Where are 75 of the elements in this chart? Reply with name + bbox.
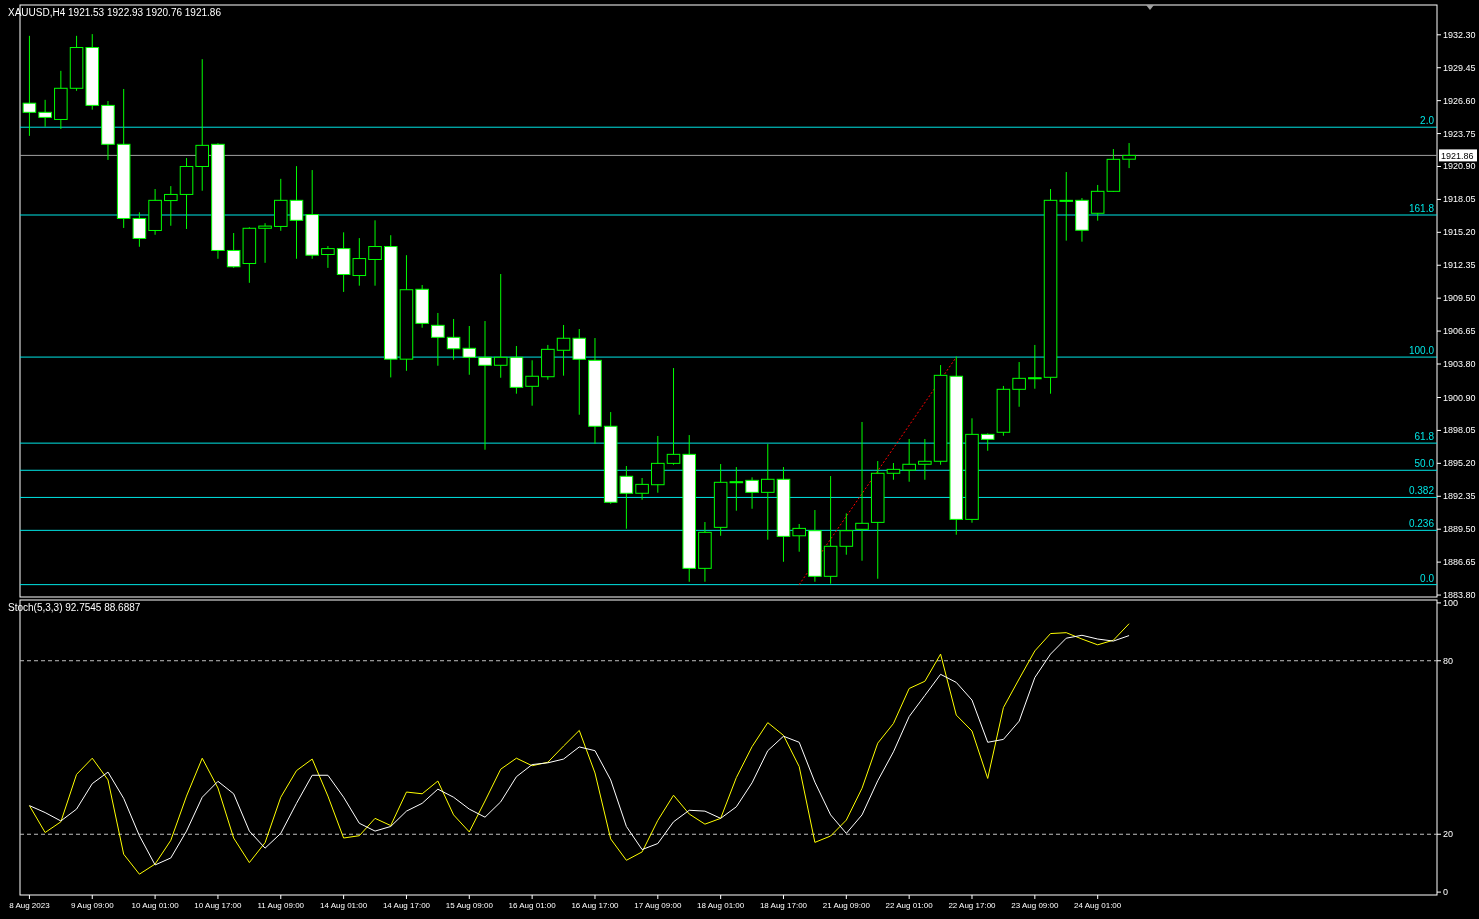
candlestick	[666, 367, 681, 466]
candlestick	[321, 245, 335, 269]
x-tick-label: 18 Aug 17:00	[759, 901, 808, 910]
candlestick	[1012, 361, 1026, 408]
x-tick-label: 16 Aug 17:00	[571, 901, 620, 910]
x-tick-label: 18 Aug 01:00	[697, 901, 745, 910]
candlestick	[38, 99, 52, 128]
candlestick	[258, 222, 272, 264]
y-tick-label: 1926.60	[1443, 95, 1476, 106]
y-tick-label: 1886.65	[1443, 557, 1476, 568]
y-tick-label: 1915.20	[1443, 227, 1476, 238]
candlestick	[902, 438, 916, 483]
annotation: 0.382	[1408, 485, 1435, 497]
ref-line-label: 1921.86	[1441, 151, 1474, 162]
candlestick	[745, 476, 759, 510]
annotation: 100.0	[1408, 345, 1435, 357]
candlestick	[855, 421, 869, 562]
candlestick	[572, 328, 587, 416]
y-tick-label: 1892.35	[1443, 491, 1476, 502]
candlestick	[22, 35, 37, 137]
y-tick-label: 1898.05	[1443, 425, 1476, 436]
annotation: 50.0	[1414, 458, 1435, 470]
annotation: 61.8	[1414, 431, 1435, 443]
x-tick-label: 10 Aug 01:00	[131, 901, 180, 910]
y-tick-label: 80	[1443, 655, 1454, 666]
candlestick	[760, 443, 775, 541]
candlestick	[556, 324, 571, 377]
x-tick-label: 9 Aug 09:00	[70, 901, 115, 910]
x-tick-label: 24 Aug 01:00	[1074, 901, 1122, 910]
x-tick-label: 16 Aug 01:00	[508, 901, 557, 910]
chart-title: XAUUSD,H4 1921.53 1922.93 1920.76 1921.86	[8, 7, 222, 18]
annotation: 2.0	[1420, 115, 1435, 127]
chart-title: Stoch(5,3,3) 92.7545 88.6887	[8, 602, 141, 613]
y-tick-label: 1932.30	[1443, 29, 1476, 40]
x-tick-label: 22 Aug 17:00	[948, 901, 997, 910]
candlestick	[1122, 142, 1136, 169]
y-tick-label: 1923.75	[1443, 128, 1476, 139]
candlestick	[431, 312, 445, 367]
x-tick-label: 21 Aug 09:00	[822, 901, 871, 910]
candlestick	[918, 438, 932, 481]
candlestick	[525, 359, 539, 407]
y-tick-label: 1906.65	[1443, 326, 1476, 337]
y-tick-label: 1918.05	[1443, 194, 1476, 205]
y-tick-label: 1920.90	[1443, 161, 1476, 172]
x-tick-label: 11 Aug 09:00	[257, 901, 305, 910]
y-tick-label: 1909.50	[1443, 293, 1476, 304]
y-tick-label: 20	[1443, 829, 1454, 840]
annotation: 0.0	[1420, 572, 1435, 584]
y-tick-label: 1889.50	[1443, 524, 1476, 535]
x-tick-label: 14 Aug 01:00	[320, 901, 368, 910]
candlestick	[478, 320, 492, 451]
y-tick-label: 0	[1443, 887, 1449, 898]
x-tick-label: 22 Aug 01:00	[885, 901, 934, 910]
x-tick-label: 15 Aug 09:00	[445, 901, 494, 910]
candlestick	[792, 523, 806, 553]
candlestick	[164, 185, 178, 227]
x-tick-label: 10 Aug 17:00	[194, 901, 243, 910]
candlestick	[651, 435, 665, 494]
x-tick-label: 17 Aug 09:00	[634, 901, 682, 910]
candlestick	[368, 219, 382, 287]
candlestick	[289, 165, 304, 260]
candlestick	[635, 477, 649, 501]
candlestick	[1028, 344, 1042, 390]
annotation: 161.8	[1408, 203, 1435, 214]
x-tick-label: 8 Aug 2023	[9, 901, 51, 910]
y-tick-label: 1895.20	[1443, 458, 1476, 469]
annotation: 0.236	[1408, 518, 1435, 530]
y-tick-label: 1912.35	[1443, 260, 1476, 271]
y-tick-label: 1900.90	[1443, 392, 1476, 403]
x-tick-label: 23 Aug 09:00	[1011, 901, 1059, 910]
y-tick-label: 1903.80	[1443, 359, 1476, 370]
candlestick	[195, 58, 210, 192]
candlestick	[1059, 171, 1074, 242]
y-tick-label: 1929.45	[1443, 62, 1476, 73]
x-tick-label: 14 Aug 17:00	[382, 901, 431, 910]
